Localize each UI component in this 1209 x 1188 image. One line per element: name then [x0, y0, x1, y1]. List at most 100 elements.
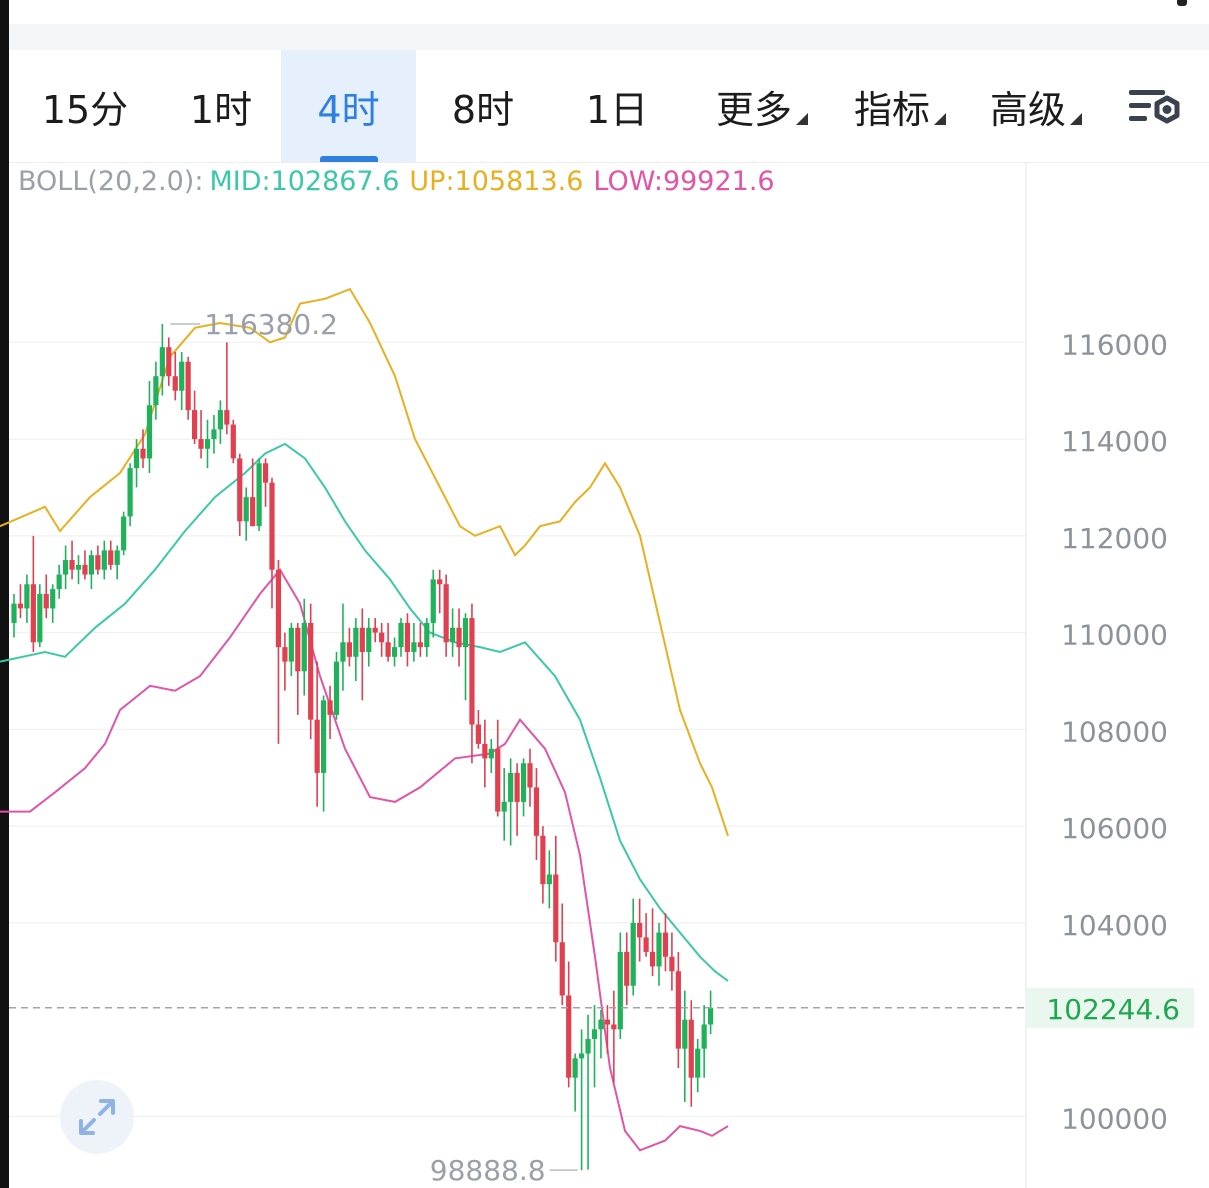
- candle-body: [591, 1029, 598, 1039]
- candle-body: [482, 743, 488, 759]
- candle-body: [172, 376, 178, 391]
- candle-body: [553, 874, 559, 943]
- y-tick-label: 104000: [1061, 909, 1168, 942]
- candle-body: [275, 569, 282, 648]
- candle-body: [353, 627, 359, 657]
- tab-1h[interactable]: 1时: [189, 87, 253, 132]
- candle-body: [269, 482, 275, 570]
- y-tick-label: 100000: [1061, 1102, 1168, 1135]
- boll-low-value: LOW:99921.6: [593, 166, 775, 197]
- candle-body: [456, 627, 462, 648]
- tab-4h[interactable]: 4时: [281, 50, 416, 162]
- boll-up-value: UP:105813.6: [409, 166, 584, 197]
- candle-body: [17, 603, 24, 609]
- expand-arrows-icon: [79, 1099, 115, 1135]
- candle-body: [675, 971, 681, 1049]
- candle-body: [508, 772, 514, 802]
- candle-body: [488, 748, 494, 759]
- candle-body: [11, 603, 17, 623]
- candle-body: [604, 1019, 610, 1025]
- candle-body: [398, 622, 404, 648]
- candle-body: [82, 564, 88, 575]
- candle-body: [656, 932, 662, 967]
- top-divider: [9, 24, 1209, 50]
- candle-body: [437, 579, 443, 585]
- candle-body: [282, 647, 288, 662]
- candle-body: [237, 458, 243, 522]
- candle-body: [133, 448, 140, 469]
- dropdown-caret-icon: [796, 113, 808, 125]
- expand-chart-button[interactable]: [60, 1080, 134, 1154]
- candle-body: [56, 574, 62, 590]
- candle-body: [366, 627, 372, 652]
- boll-mid-value: MID:102867.6: [209, 166, 400, 197]
- boll-mid-line: [0, 442, 729, 982]
- candle-body: [153, 376, 159, 406]
- candle-body: [540, 835, 546, 885]
- y-tick-label: 110000: [1061, 619, 1168, 652]
- candle-body: [688, 1019, 694, 1078]
- candle-body: [217, 410, 223, 430]
- candle-body: [630, 922, 636, 986]
- candle-body: [256, 463, 262, 527]
- tab-indicators[interactable]: 指标: [835, 50, 965, 162]
- candle-body: [308, 622, 314, 720]
- candle-body: [514, 772, 520, 802]
- candle-body: [198, 439, 204, 449]
- candle-body: [327, 700, 333, 715]
- tab-1d[interactable]: 1日: [585, 87, 649, 132]
- candle-body: [185, 361, 191, 411]
- candle-body: [372, 627, 378, 633]
- extreme-markers: 116380.2 98888.8: [170, 308, 578, 1187]
- candle-body: [527, 763, 533, 788]
- top-bar: [9, 0, 1209, 24]
- bollinger-bands: [0, 287, 729, 1152]
- candle-body: [404, 622, 411, 652]
- candle-body: [637, 922, 643, 938]
- y-tick-label: 108000: [1061, 715, 1168, 748]
- candle-body: [250, 497, 256, 527]
- candle-body: [617, 951, 623, 1030]
- chart-settings-icon[interactable]: [1129, 86, 1183, 130]
- candle-body: [159, 347, 165, 377]
- candle-body: [37, 593, 43, 643]
- candle-body: [566, 995, 572, 1078]
- candle-body: [359, 627, 365, 652]
- left-edge: [0, 0, 9, 1188]
- candle-body: [114, 550, 120, 565]
- tab-advanced[interactable]: 高级: [971, 50, 1101, 162]
- candle-body: [443, 584, 449, 643]
- candle-body: [520, 763, 527, 802]
- chart-grid: [9, 341, 1026, 1117]
- candles: [11, 323, 714, 1171]
- candle-body: [649, 951, 656, 967]
- boll-up-line: [0, 287, 729, 837]
- candle-body: [101, 550, 107, 570]
- candle-body: [243, 497, 249, 522]
- max-price-label: 116380.2: [204, 308, 338, 341]
- candle-body: [230, 424, 236, 459]
- tab-more[interactable]: 更多: [697, 50, 827, 162]
- current-price-label: 102244.6: [1046, 993, 1180, 1026]
- candle-body: [424, 622, 430, 648]
- candle-body: [695, 1048, 701, 1078]
- candle-body: [50, 589, 56, 609]
- tab-15min[interactable]: 15分: [41, 87, 129, 132]
- candle-body: [450, 627, 456, 643]
- candle-body: [75, 564, 82, 570]
- tab-8h[interactable]: 8时: [451, 87, 515, 132]
- candle-body: [30, 584, 36, 643]
- candle-body: [262, 463, 269, 483]
- current-price-line: 102244.6: [9, 987, 1194, 1028]
- candle-body: [63, 560, 69, 575]
- candle-body: [391, 647, 398, 657]
- candle-body: [314, 719, 320, 773]
- boll-low-line: [0, 567, 729, 1152]
- candle-body: [385, 642, 391, 657]
- boll-name: BOLL(20,2.0):: [18, 166, 204, 197]
- candle-body: [340, 642, 346, 662]
- candle-body: [43, 593, 49, 609]
- candle-body: [192, 410, 198, 440]
- candle-body: [288, 627, 294, 662]
